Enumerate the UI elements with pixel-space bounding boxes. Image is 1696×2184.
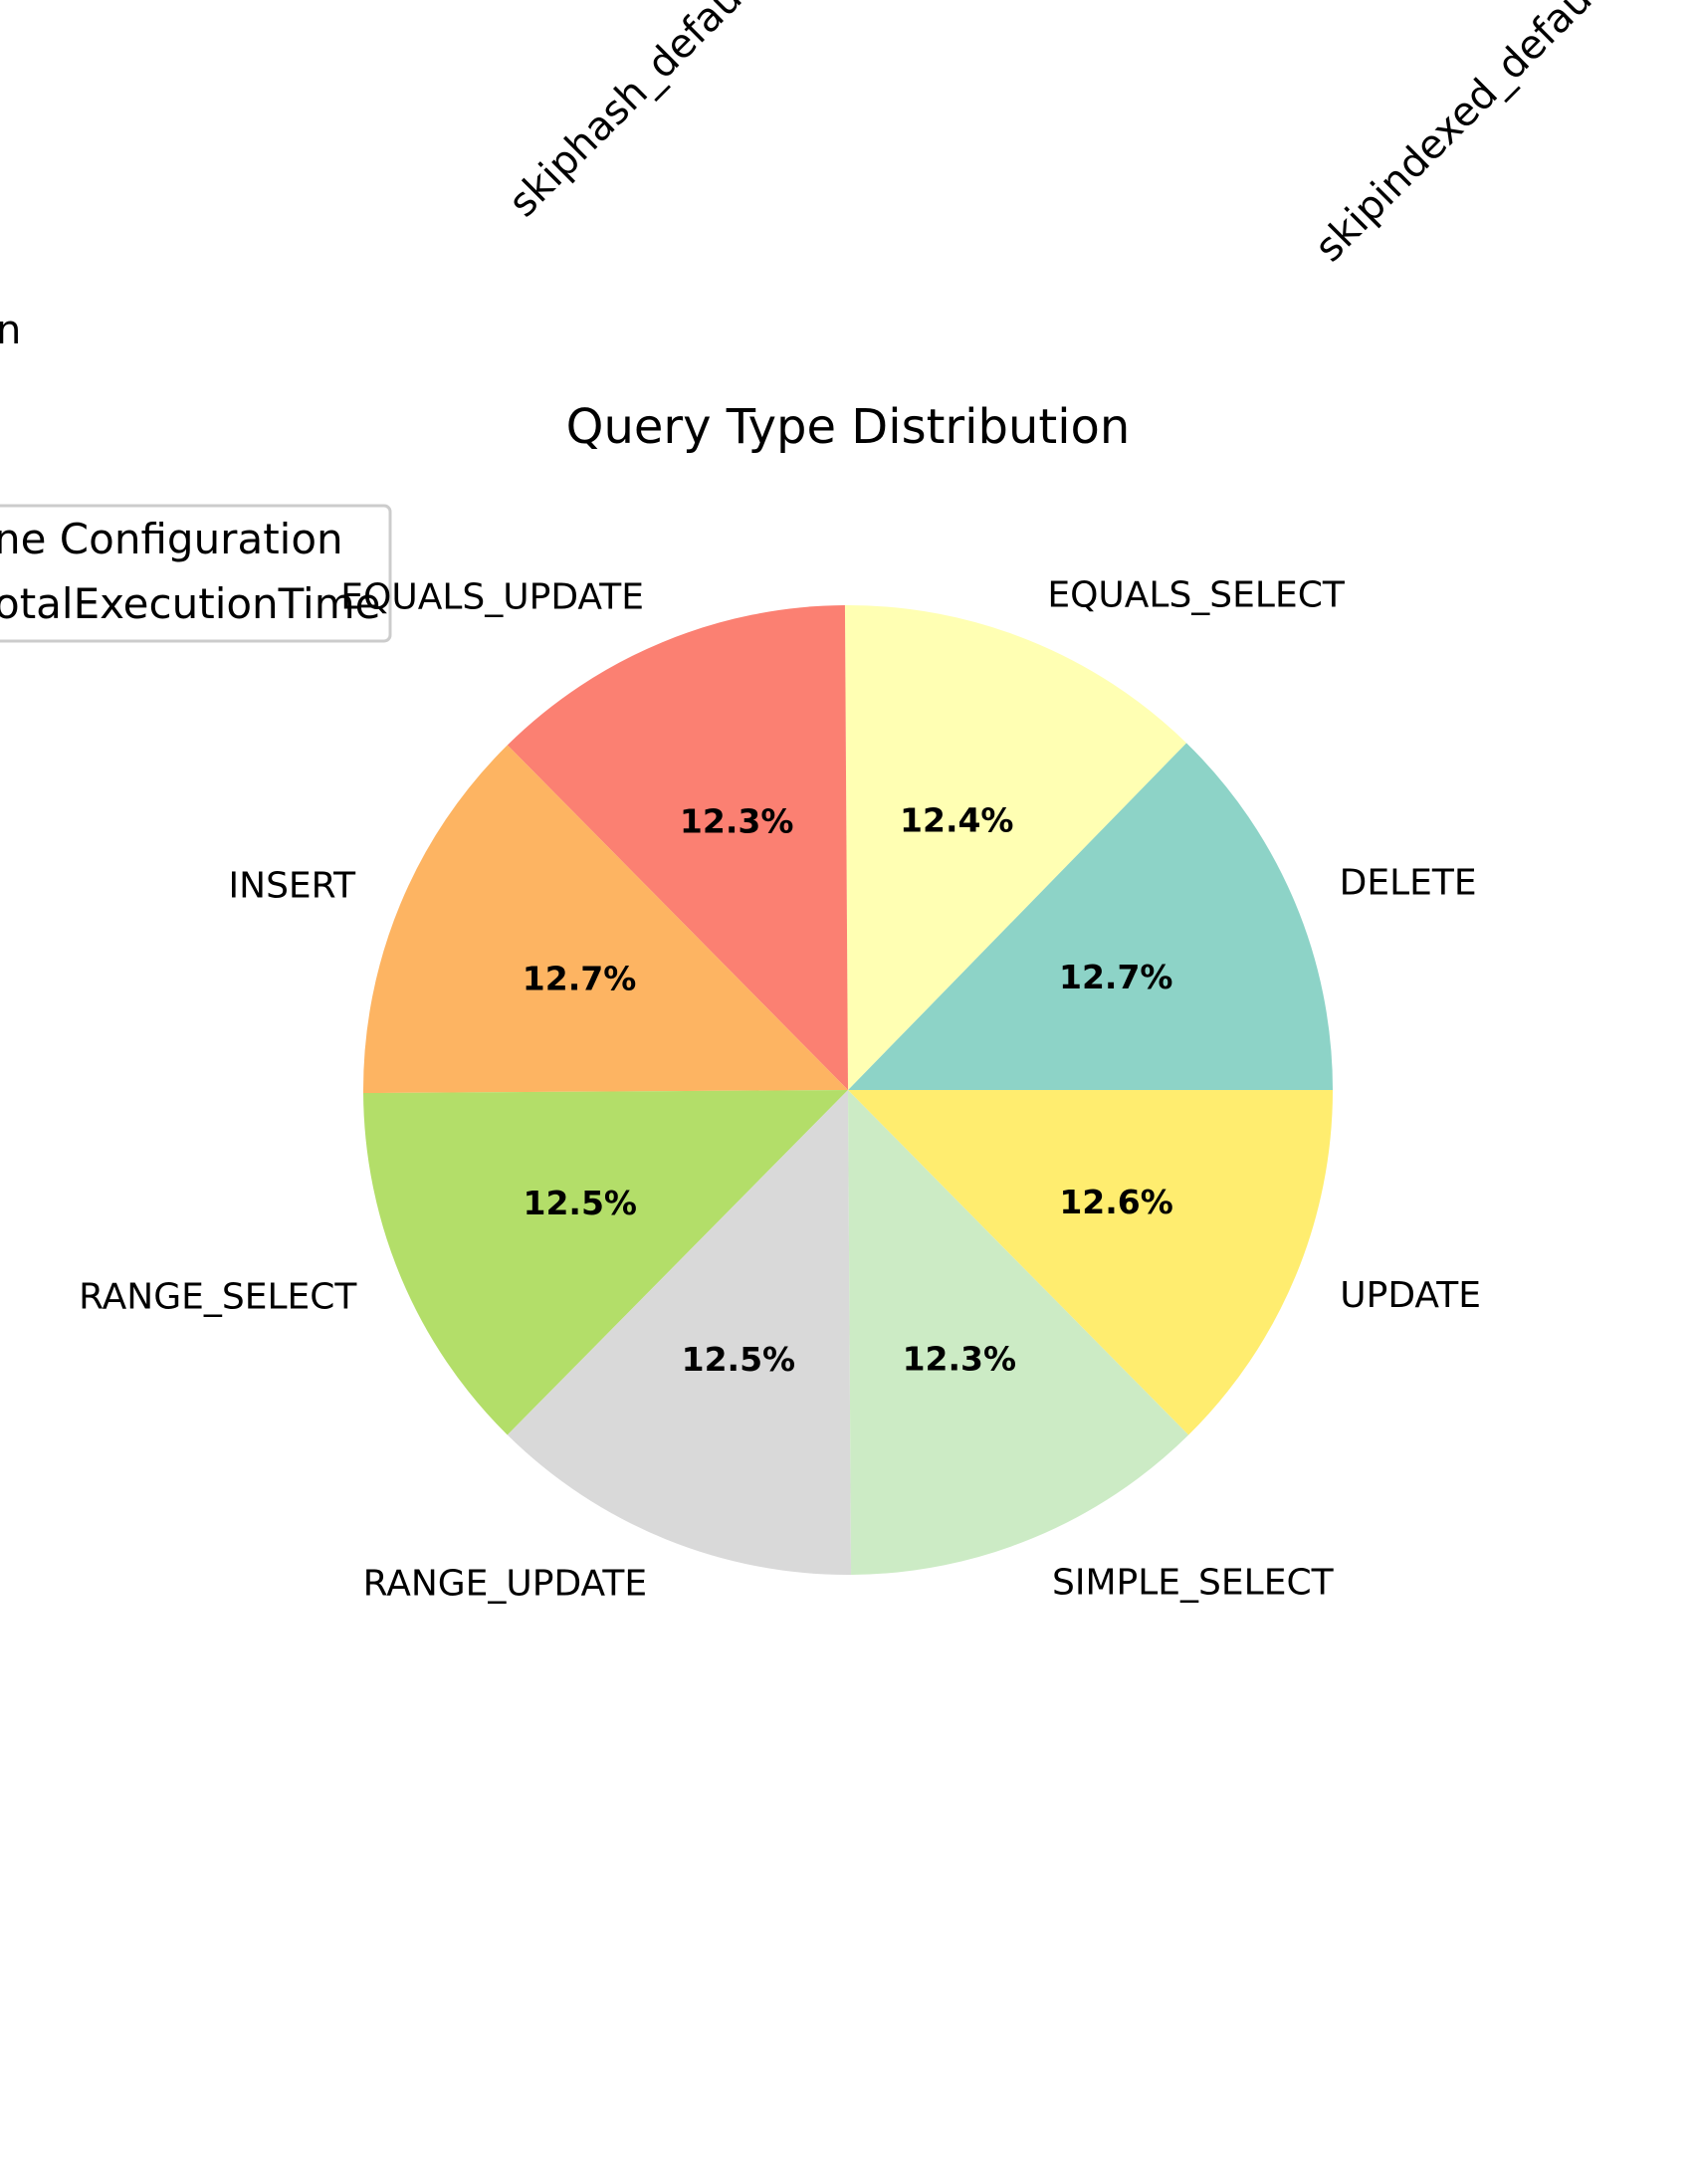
chart-title: Query Type Distribution: [566, 399, 1131, 455]
slice-percent-simple-select: 12.3%: [903, 1339, 1017, 1378]
slice-percent-update: 12.6%: [1059, 1183, 1173, 1221]
slice-percent-range-update: 12.5%: [682, 1340, 796, 1379]
pie-slice-range-update: [507, 1090, 852, 1575]
slice-label-range-update: RANGE_UPDATE: [363, 1564, 647, 1605]
legend-line-execution-time: otalExecutionTime: [0, 579, 380, 628]
slice-percent-insert: 12.7%: [523, 960, 637, 998]
slice-label-equals-select: EQUALS_SELECT: [1047, 575, 1346, 616]
pie-slice-update: [848, 1090, 1333, 1435]
pie-slice-simple-select: [848, 1090, 1189, 1575]
slice-label-range-select: RANGE_SELECT: [79, 1277, 357, 1318]
pie-slice-insert: [363, 745, 848, 1094]
slice-label-update: UPDATE: [1340, 1275, 1481, 1316]
partial-axis-label: n: [0, 308, 21, 353]
pie-slice-delete: [848, 743, 1333, 1090]
slice-percent-delete: 12.7%: [1059, 958, 1173, 996]
pie-slice-equals-update: [507, 605, 848, 1090]
slice-label-equals-update: EQUALS_UPDATE: [340, 577, 644, 618]
legend-line-configuration: ne Configuration: [0, 515, 343, 563]
pie-labels: DELETE 12.7% EQUALS_SELECT 12.4% EQUALS_UPDA…: [79, 575, 1481, 1605]
slice-percent-equals-select: 12.4%: [900, 801, 1014, 840]
slice-label-delete: DELETE: [1340, 862, 1477, 903]
pie-slices: [363, 604, 1333, 1575]
slice-percent-equals-update: 12.3%: [680, 802, 794, 841]
legend-frame: [0, 504, 392, 643]
pie-slice-range-select: [363, 1090, 848, 1435]
slice-percent-range-select: 12.5%: [524, 1184, 638, 1222]
legend-fragment: ne Configuration otalExecutionTime: [0, 504, 392, 643]
slice-label-simple-select: SIMPLE_SELECT: [1052, 1562, 1335, 1603]
rotated-tick-label-skipindexed: skipindexed_defau: [1307, 0, 1601, 271]
slice-label-insert: INSERT: [229, 865, 357, 906]
pie-slice-equals-select: [844, 604, 1187, 1090]
rotated-tick-label-skiphash: skiphash_defau: [501, 0, 751, 226]
